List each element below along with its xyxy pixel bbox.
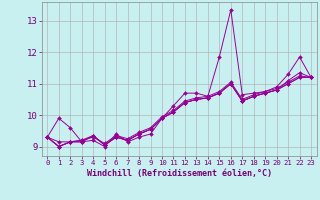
X-axis label: Windchill (Refroidissement éolien,°C): Windchill (Refroidissement éolien,°C) <box>87 169 272 178</box>
